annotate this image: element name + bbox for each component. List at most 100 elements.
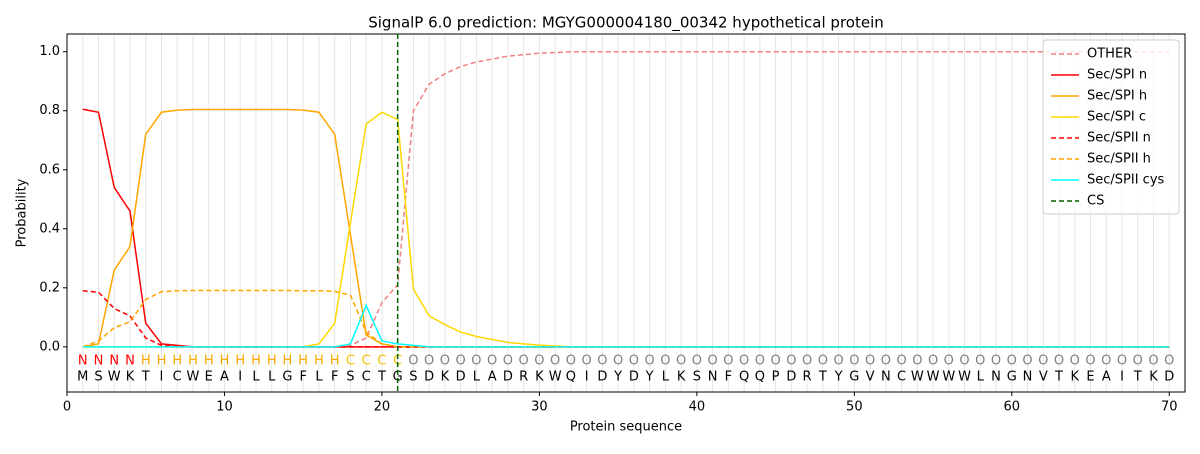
- residue-label: C: [173, 369, 182, 384]
- region-label: O: [408, 353, 418, 368]
- region-label: O: [1022, 353, 1032, 368]
- residue-label: W: [549, 369, 562, 384]
- legend-label: Sec/SPII h: [1087, 152, 1151, 167]
- residue-label: S: [693, 369, 701, 384]
- residue-label: L: [977, 369, 985, 384]
- region-label: O: [660, 353, 670, 368]
- region-label: O: [1007, 353, 1017, 368]
- residue-label: C: [362, 369, 371, 384]
- residue-label: D: [1164, 369, 1174, 384]
- residue-label: A: [1102, 369, 1111, 384]
- residue-label: D: [424, 369, 434, 384]
- region-label: H: [251, 353, 261, 368]
- residue-label: L: [315, 369, 323, 384]
- region-label: H: [172, 353, 182, 368]
- region-label: O: [1038, 353, 1048, 368]
- residue-label: T: [377, 369, 386, 384]
- region-label: O: [582, 353, 592, 368]
- region-label: H: [220, 353, 230, 368]
- residue-label: G: [849, 369, 859, 384]
- residue-label: M: [77, 369, 88, 384]
- region-label: O: [487, 353, 497, 368]
- region-label: O: [424, 353, 434, 368]
- y-tick-label: 1.0: [39, 44, 60, 59]
- region-label: O: [1085, 353, 1095, 368]
- residue-label: Y: [834, 369, 843, 384]
- residue-label: S: [346, 369, 354, 384]
- region-label: O: [739, 353, 749, 368]
- region-label: O: [629, 353, 639, 368]
- region-label: N: [125, 353, 135, 368]
- region-label: O: [755, 353, 765, 368]
- residue-label: W: [108, 369, 121, 384]
- region-label: O: [597, 353, 607, 368]
- y-tick-label: 0.0: [39, 339, 60, 354]
- residue-label: L: [473, 369, 481, 384]
- residue-label: D: [456, 369, 466, 384]
- residue-label: R: [519, 369, 528, 384]
- region-label: H: [235, 353, 245, 368]
- region-label: C: [362, 353, 371, 368]
- legend-label: OTHER: [1087, 47, 1132, 62]
- residue-label: N: [1023, 369, 1033, 384]
- residue-label: Y: [613, 369, 622, 384]
- residue-label: S: [409, 369, 417, 384]
- region-label: H: [204, 353, 214, 368]
- residue-label: F: [725, 369, 732, 384]
- region-label: O: [975, 353, 985, 368]
- region-label: O: [456, 353, 466, 368]
- residue-label: I: [585, 369, 589, 384]
- legend-label: Sec/SPII cys: [1087, 173, 1165, 188]
- series-line: [82, 290, 1170, 348]
- residue-label: K: [126, 369, 135, 384]
- region-label: O: [881, 353, 891, 368]
- region-label: O: [1117, 353, 1127, 368]
- region-label: H: [267, 353, 277, 368]
- residue-label: G: [393, 369, 403, 384]
- legend-box: [1042, 39, 1180, 215]
- region-label: O: [676, 353, 686, 368]
- residue-label: A: [488, 369, 497, 384]
- series-line: [82, 108, 1170, 348]
- region-label: O: [786, 353, 796, 368]
- region-label: O: [770, 353, 780, 368]
- residue-label: E: [205, 369, 213, 384]
- region-label: O: [1054, 353, 1064, 368]
- residue-label: W: [942, 369, 955, 384]
- region-label: C: [346, 353, 355, 368]
- x-tick-label: 50: [846, 400, 863, 415]
- residue-label: K: [677, 369, 686, 384]
- residue-label: I: [238, 369, 242, 384]
- x-tick-label: 60: [1004, 400, 1021, 415]
- residue-label: T: [1054, 369, 1063, 384]
- region-label: H: [157, 353, 167, 368]
- region-label: O: [503, 353, 513, 368]
- residue-label: D: [786, 369, 796, 384]
- region-label: N: [78, 353, 88, 368]
- residue-label: N: [991, 369, 1001, 384]
- residue-label: G: [1007, 369, 1017, 384]
- region-label: O: [865, 353, 875, 368]
- series-line: [82, 111, 1170, 348]
- region-label: H: [283, 353, 293, 368]
- region-label: H: [188, 353, 198, 368]
- region-label: O: [991, 353, 1001, 368]
- region-label: O: [896, 353, 906, 368]
- residue-label: Y: [645, 369, 654, 384]
- region-label: O: [534, 353, 544, 368]
- legend-label: Sec/SPI n: [1087, 68, 1147, 83]
- x-tick-label: 30: [531, 400, 548, 415]
- region-label: H: [314, 353, 324, 368]
- residue-label: W: [927, 369, 940, 384]
- y-tick-label: 0.8: [39, 103, 60, 118]
- x-tick-label: 20: [374, 400, 391, 415]
- residue-label: K: [441, 369, 450, 384]
- residue-label: C: [897, 369, 906, 384]
- residue-label: W: [911, 369, 924, 384]
- y-tick-label: 0.2: [39, 280, 60, 295]
- region-label: O: [1164, 353, 1174, 368]
- residue-label: D: [597, 369, 607, 384]
- residue-label: N: [881, 369, 891, 384]
- region-label: O: [1133, 353, 1143, 368]
- residue-label: W: [187, 369, 200, 384]
